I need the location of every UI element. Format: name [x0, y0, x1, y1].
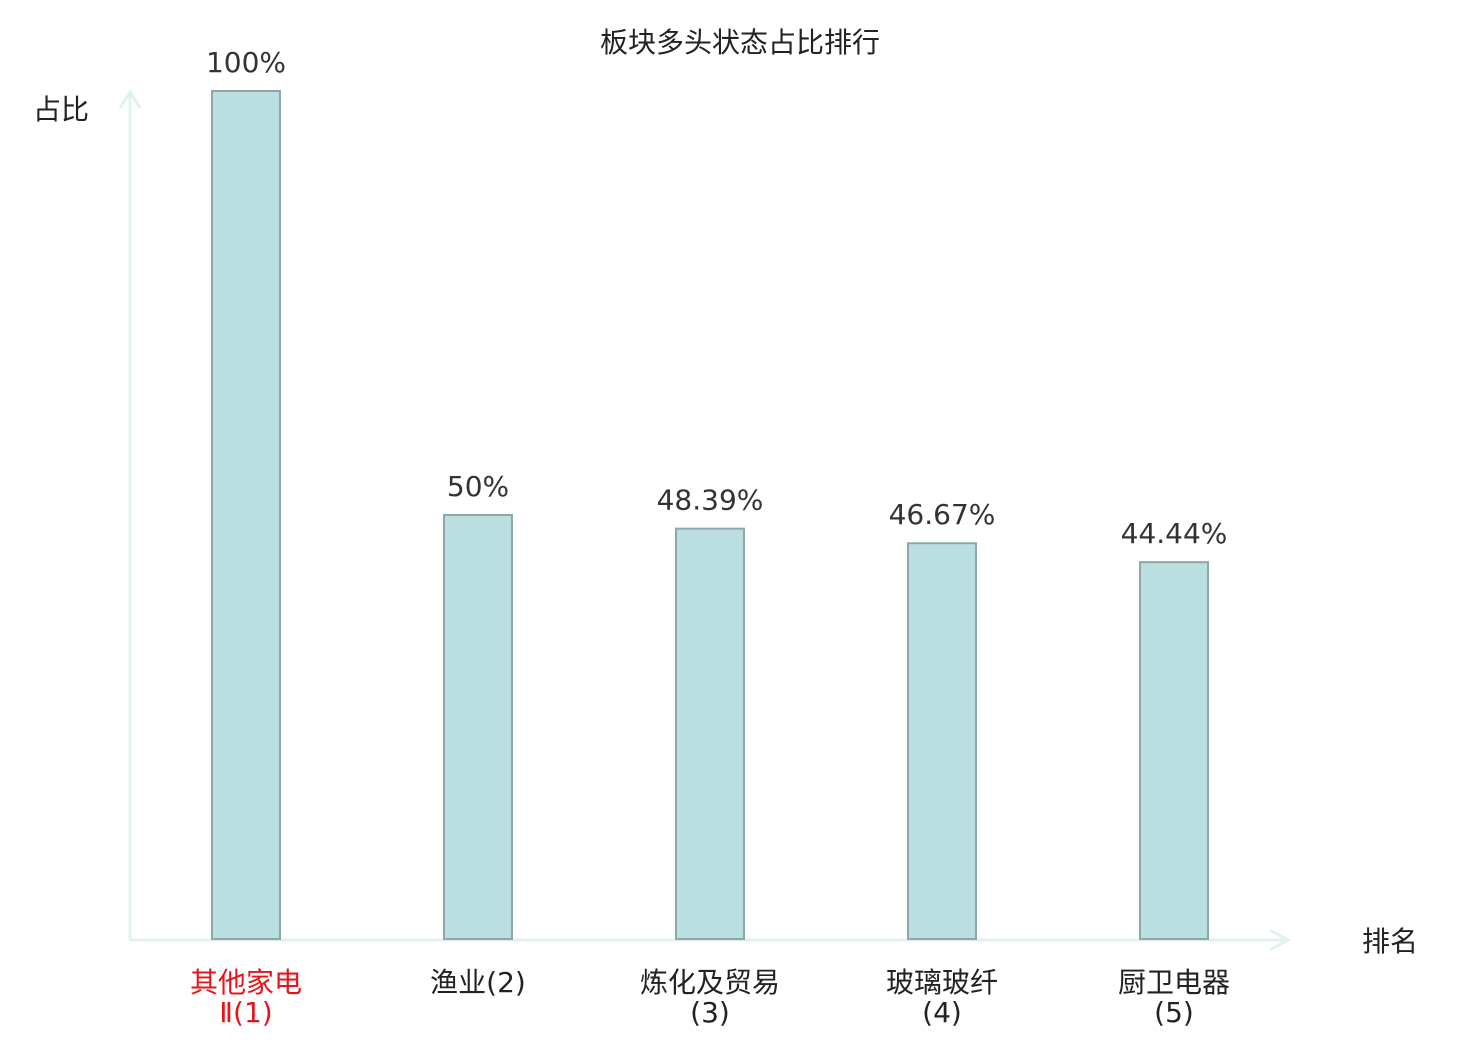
bar-series — [211, 90, 1209, 940]
bar — [907, 542, 977, 940]
x-tick-label: 炼化及贸易(3) — [639, 966, 780, 1029]
x-axis-label: 排名 — [1361, 925, 1418, 958]
bar-value-label: 50% — [447, 470, 509, 503]
bar — [443, 514, 513, 940]
chart-title: 板块多头状态占比排行 — [600, 26, 880, 59]
bar — [1139, 561, 1209, 940]
x-tick-label: 玻璃玻纤(4) — [885, 966, 998, 1029]
bar — [675, 527, 745, 940]
bar — [211, 90, 281, 940]
bar-value-label: 100% — [206, 46, 286, 79]
y-axis-label: 占比 — [33, 93, 90, 126]
y-axis — [118, 89, 142, 940]
y-axis-arrow-icon — [118, 89, 142, 109]
x-axis — [130, 928, 1292, 952]
value-labels: 100% 50% 48.39% 46.67% 44.44% — [206, 46, 1227, 550]
x-tick-label: 其他家电Ⅱ(1) — [189, 966, 302, 1029]
x-tick-label: 厨卫电器(5) — [1117, 966, 1230, 1029]
bar-value-label: 46.67% — [889, 498, 996, 531]
x-tick-label: 渔业(2) — [430, 966, 526, 999]
x-axis-arrow-icon — [1269, 928, 1292, 952]
bar-value-label: 44.44% — [1121, 517, 1228, 550]
bar-value-label: 48.39% — [657, 484, 764, 517]
